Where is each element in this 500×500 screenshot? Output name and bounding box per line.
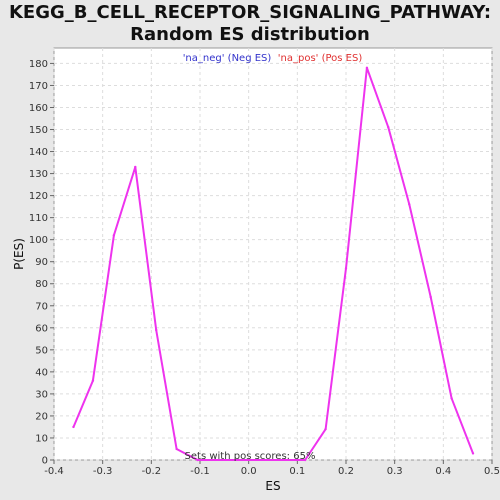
data-point: [408, 203, 411, 206]
data-point: [365, 66, 369, 70]
y-axis-label: P(ES): [12, 238, 26, 270]
y-tick-label: 10: [35, 433, 48, 444]
x-tick-label: -0.4: [44, 466, 64, 477]
y-tick-label: 80: [35, 279, 48, 290]
axis-layer: 0 10 20 30 40 50 60 70 80 90 100 110 120 130 140 150 160…: [29, 59, 500, 477]
y-tick-label: 170: [29, 81, 48, 92]
data-point: [324, 427, 327, 431]
series-line: [72, 66, 474, 461]
data-point: [450, 397, 453, 400]
plot-area: [53, 47, 493, 461]
data-point: [196, 458, 199, 462]
y-tick-label: 130: [29, 169, 48, 180]
x-tick-label: 0.5: [484, 466, 500, 477]
y-tick-label: 120: [29, 191, 48, 202]
data-point: [344, 267, 348, 270]
y-tick-label: 140: [29, 147, 48, 158]
x-tick-label: -0.2: [142, 466, 162, 477]
x-tick-label: 0.3: [387, 466, 403, 477]
y-tick-label: 20: [35, 411, 48, 422]
annotation-text: Sets with pos scores: 65%: [185, 451, 316, 462]
y-tick-label: 60: [35, 323, 48, 334]
data-point: [112, 234, 116, 237]
data-point: [471, 452, 475, 455]
chart-subtitle: Random ES distribution: [130, 24, 370, 45]
legend-entry: 'na_pos' (Pos ES): [278, 53, 363, 64]
grid-layer: [53, 48, 493, 461]
y-tick-label: 50: [35, 345, 48, 356]
data-point: [72, 425, 75, 429]
y-tick-label: 180: [29, 59, 48, 70]
x-tick-label: 0.2: [338, 466, 354, 477]
y-tick-label: 110: [29, 213, 48, 224]
x-tick-label: -0.3: [93, 466, 113, 477]
series-layer: [72, 66, 475, 462]
y-tick-label: 30: [35, 389, 48, 400]
data-point: [134, 165, 137, 169]
y-tick-label: 70: [35, 301, 48, 312]
data-point: [387, 126, 390, 129]
x-tick-label: 0.1: [289, 466, 305, 477]
x-tick-label: 0.0: [241, 466, 257, 477]
y-tick-label: 150: [29, 125, 48, 136]
y-tick-label: 90: [35, 257, 48, 268]
data-point: [175, 447, 178, 451]
data-point: [429, 295, 432, 299]
x-axis-label: ES: [265, 479, 280, 493]
y-tick-label: 100: [29, 235, 48, 246]
x-tick-label: 0.4: [435, 466, 451, 477]
legend-entry: 'na_neg' (Neg ES): [183, 53, 272, 64]
y-tick-label: 0: [42, 456, 48, 467]
y-tick-label: 160: [29, 103, 48, 114]
data-point: [91, 379, 95, 382]
legend: 'na_neg' (Neg ES) 'na_pos' (Pos ES): [183, 53, 363, 64]
y-tick-label: 40: [35, 367, 48, 378]
x-tick-label: -0.1: [190, 466, 210, 477]
data-point: [155, 328, 158, 332]
data-point: [303, 458, 307, 462]
chart-title: KEGG_B_CELL_RECEPTOR_SIGNALING_PATHWAY: …: [0, 2, 500, 46]
chart-title-line1: KEGG_B_CELL_RECEPTOR_SIGNALING_PATHWAY:: [8, 2, 492, 23]
